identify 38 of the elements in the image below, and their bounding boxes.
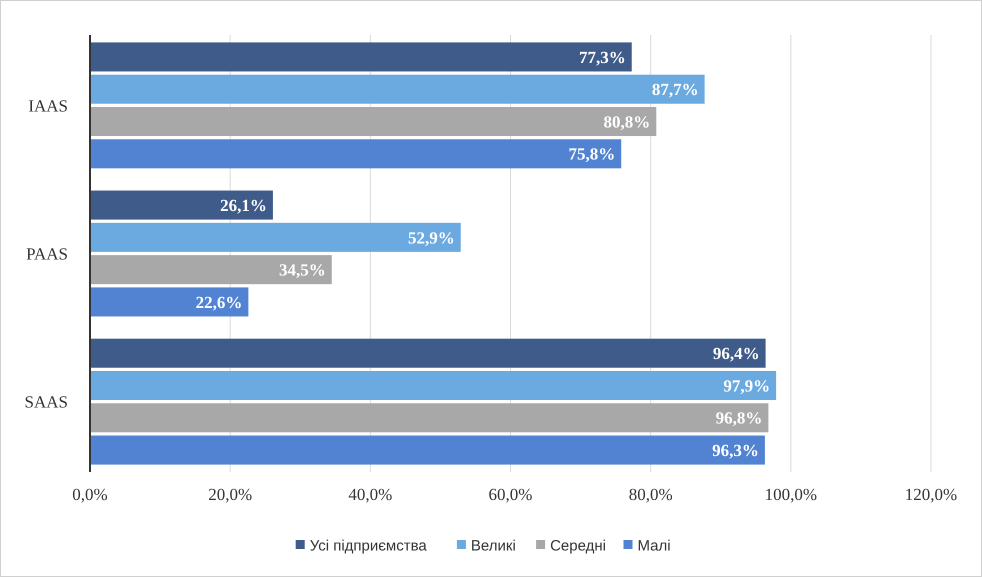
y-tick-label: SAAS: [24, 392, 68, 412]
bar: [90, 139, 622, 168]
data-label: 22,6%: [196, 292, 242, 312]
bar: [90, 287, 248, 316]
x-tick-label: 20,0%: [208, 485, 252, 504]
bar: [90, 255, 332, 284]
bar: [90, 403, 768, 432]
x-tick-label: 100,0%: [764, 485, 818, 504]
legend-label: Усі підприємства: [310, 537, 428, 554]
bar: [90, 436, 765, 465]
bar: [90, 222, 461, 252]
bar: [90, 42, 632, 72]
x-tick-label: 0,0%: [72, 485, 108, 504]
data-label: 87,7%: [652, 80, 699, 100]
legend-label: Малі: [638, 537, 671, 554]
bar: [90, 74, 705, 104]
bar: [90, 370, 776, 400]
data-label: 77,3%: [578, 48, 626, 67]
data-label: 52,9%: [408, 228, 455, 248]
data-label: 96,3%: [712, 441, 759, 460]
data-label: 80,8%: [604, 112, 650, 132]
bar: [90, 338, 766, 368]
legend-label: Середні: [550, 537, 606, 554]
data-label: 97,9%: [723, 376, 770, 396]
x-tick-label: 80,0%: [628, 485, 673, 504]
x-tick-label: 120,0%: [904, 485, 958, 504]
data-label: 96,8%: [716, 408, 762, 428]
y-tick-label: IAAS: [28, 96, 68, 116]
data-label: 96,4%: [712, 344, 760, 364]
bar: [90, 190, 273, 220]
legend-label: Великі: [470, 537, 516, 554]
data-label: 75,8%: [568, 144, 616, 164]
x-tick-label: 40,0%: [348, 485, 392, 504]
data-label: 26,1%: [220, 196, 267, 216]
data-label: 34,5%: [279, 260, 326, 280]
y-tick-label: PAAS: [26, 244, 68, 264]
x-tick-label: 60,0%: [488, 485, 532, 504]
bar: [90, 106, 656, 136]
